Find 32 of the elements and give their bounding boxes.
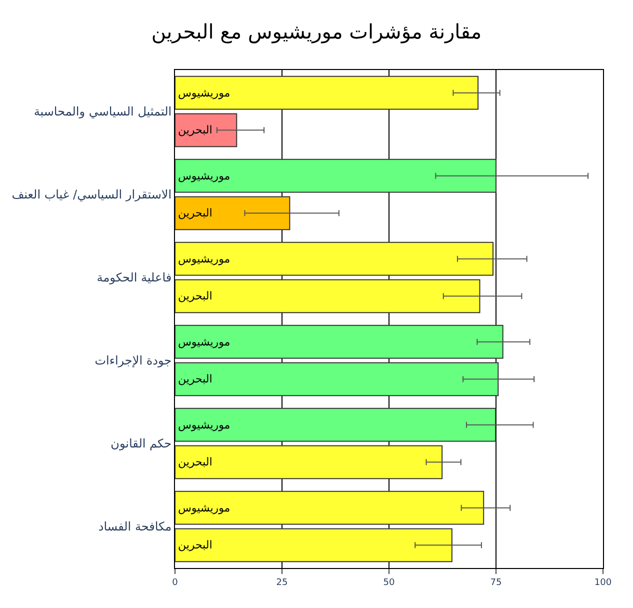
bar [175,113,238,148]
bar [175,445,443,480]
text: موريشيوس [178,418,230,432]
x-tick-label: 25 [276,578,288,588]
text: البحرين [178,538,212,552]
text: موريشيوس [178,169,230,182]
series-label: البحرين [178,124,212,137]
bar [175,196,290,230]
x-tick-label: 100 [594,578,612,588]
bar [175,158,496,193]
y-tick-label: حكم القانون [110,436,172,451]
bar [175,408,496,442]
text: البحرين [178,372,212,386]
text: البحرين [178,206,212,220]
chart-title: مقارنة مؤشرات موريشيوس مع البحرين [151,19,482,44]
bar [175,279,480,314]
x-tick-label: 75 [490,578,502,588]
text: البحرين [178,456,212,469]
text: البحرين [178,290,212,303]
y-tick-label: التمثيل السياسي والمحاسبة [34,104,172,119]
text: موريشيوس [178,252,230,266]
series-label: موريشيوس [178,86,230,100]
y-tick-label: فاعلية الحكومة [96,270,172,285]
y-tick-label: مكافحة الفساد [98,520,172,534]
text: موريشيوس [178,501,230,514]
x-tick-label: 0 [172,578,178,588]
y-tick-label: الاستقرار السياسي/ غياب العنف [12,188,172,202]
x-tick-label: 50 [383,578,395,588]
text: موريشيوس [178,335,230,348]
bar [175,324,504,359]
bar [175,528,452,562]
y-tick-label: جودة الإجراءات [94,354,172,368]
